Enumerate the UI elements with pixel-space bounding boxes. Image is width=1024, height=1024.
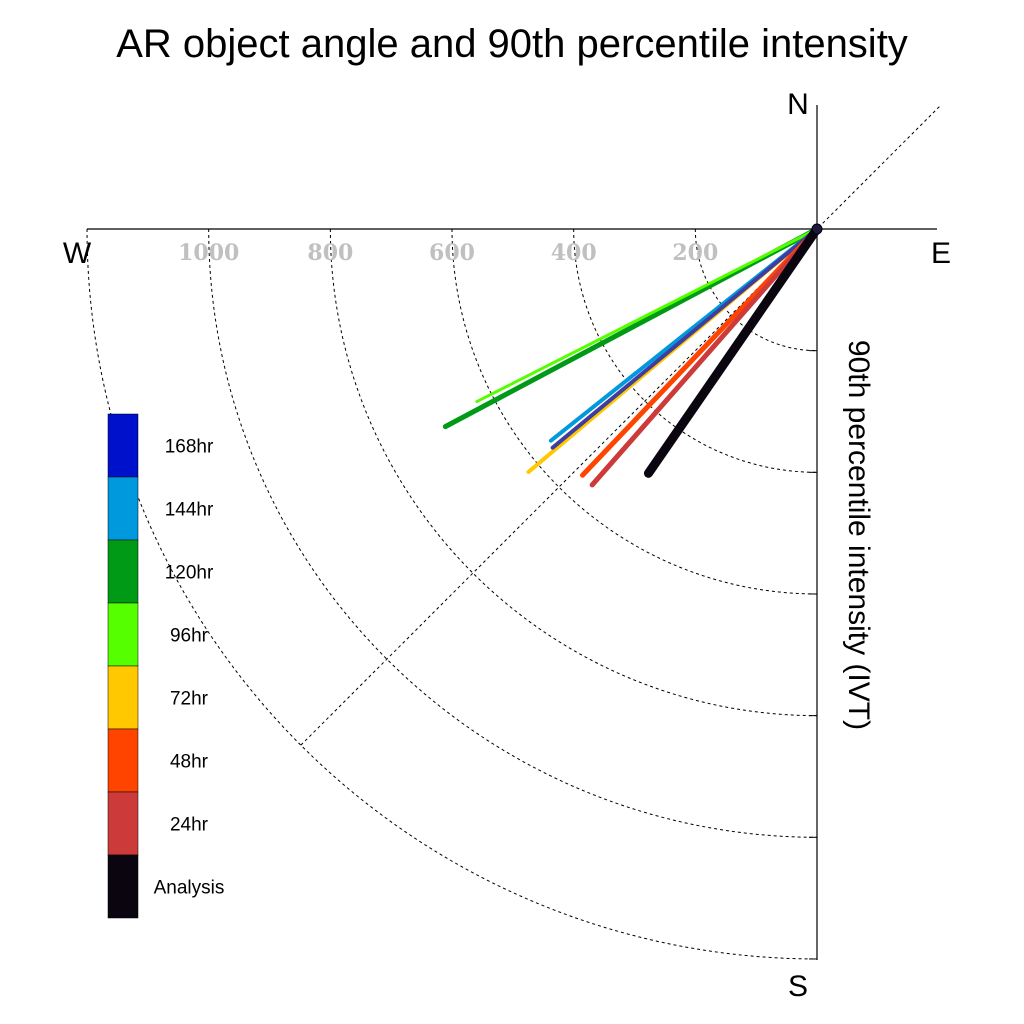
legend-label: 96hr bbox=[170, 626, 209, 647]
legend: 168hr 144hr 120hr 96hr 72hr 48hr 24hr Analysis bbox=[107, 413, 225, 919]
radial-ring bbox=[451, 228, 818, 595]
origin-point bbox=[811, 223, 823, 235]
tick-label: 1000 bbox=[178, 240, 239, 266]
legend-label: Analysis bbox=[154, 878, 225, 899]
legend-swatch bbox=[107, 791, 139, 856]
series-vector bbox=[589, 226, 820, 488]
series-vector bbox=[475, 227, 819, 404]
tick-label: 800 bbox=[307, 240, 353, 266]
legend-label: 144hr bbox=[165, 500, 214, 521]
radial-ring bbox=[694, 228, 818, 352]
legend-swatch bbox=[107, 476, 139, 541]
chart-title: AR object angle and 90th percentile inte… bbox=[116, 22, 908, 66]
ring-tick-marks bbox=[809, 350, 817, 960]
east-label: E bbox=[931, 237, 951, 270]
legend-label: 72hr bbox=[170, 689, 209, 710]
legend-label: 24hr bbox=[170, 815, 209, 836]
radial-axis-label: 90th percentile intensity (IVT) bbox=[842, 340, 875, 730]
legend-swatch bbox=[107, 728, 139, 793]
radial-ring bbox=[208, 228, 818, 838]
west-label: W bbox=[63, 237, 92, 270]
series-vectors bbox=[442, 224, 822, 488]
series-vector bbox=[550, 227, 819, 450]
legend-swatch bbox=[107, 854, 139, 919]
tick-label: 400 bbox=[551, 240, 597, 266]
radial-ring bbox=[573, 228, 818, 473]
legend-label: 48hr bbox=[170, 752, 209, 773]
legend-swatch bbox=[107, 413, 139, 478]
legend-label: 168hr bbox=[165, 437, 214, 458]
radial-ring bbox=[86, 228, 818, 960]
radial-rings bbox=[86, 228, 818, 960]
legend-swatch bbox=[107, 602, 139, 667]
radial-tick-labels: 200 400 600 800 1000 bbox=[178, 240, 718, 266]
radial-ring bbox=[329, 228, 818, 717]
diagonal-guide bbox=[300, 104, 942, 746]
tick-label: 600 bbox=[429, 240, 475, 266]
legend-swatch bbox=[107, 539, 139, 604]
legend-label: 120hr bbox=[165, 563, 214, 584]
north-label: N bbox=[787, 88, 809, 121]
tick-label: 200 bbox=[672, 240, 718, 266]
series-vector bbox=[643, 224, 822, 478]
legend-swatch bbox=[107, 665, 139, 730]
south-label: S bbox=[788, 970, 808, 1003]
